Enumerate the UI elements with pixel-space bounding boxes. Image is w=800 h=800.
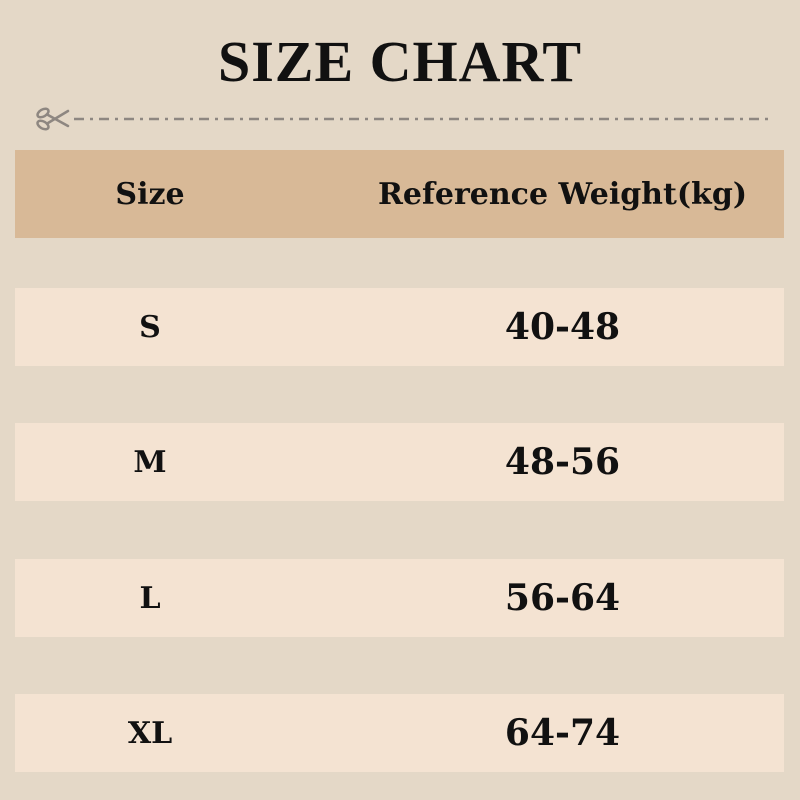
- cut-line: [36, 107, 769, 131]
- weight-cell: 56-64: [504, 577, 621, 619]
- size-cell: S: [139, 309, 161, 345]
- table-row: L 56-64: [15, 559, 784, 637]
- size-cell: L: [139, 580, 161, 616]
- weight-cell: 48-56: [504, 441, 621, 483]
- table-row: M 48-56: [15, 423, 784, 501]
- weight-cell: 64-74: [504, 712, 621, 754]
- size-cell: XL: [127, 715, 173, 751]
- size-cell: M: [133, 444, 167, 480]
- header-size: Size: [115, 176, 185, 212]
- header-weight: Reference Weight(kg): [377, 176, 748, 212]
- table-header: Size Reference Weight(kg): [15, 150, 784, 238]
- scissors-icon: [36, 107, 70, 131]
- weight-cell: 40-48: [504, 306, 621, 348]
- table-row: S 40-48: [15, 288, 784, 366]
- table-row: XL 64-74: [15, 694, 784, 772]
- page-title: SIZE CHART: [217, 29, 583, 94]
